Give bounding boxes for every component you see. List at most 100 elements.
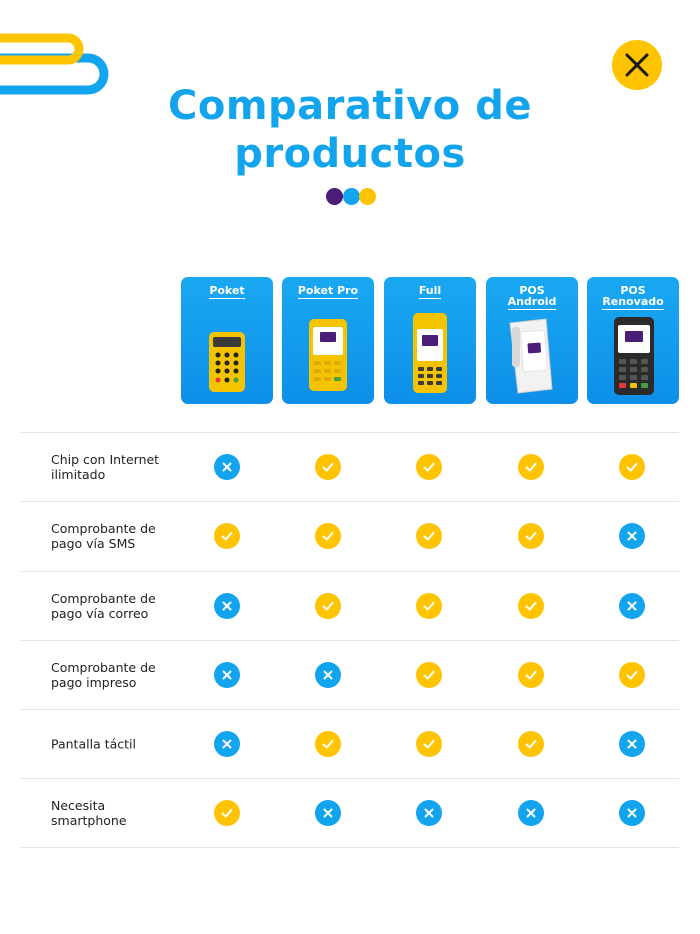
page-title-line1: Comparativo de [168,83,532,129]
check-icon [322,740,334,749]
check-icon [221,532,233,541]
available-mark [518,523,544,550]
product-name: Poket [209,284,245,299]
check-icon [322,462,334,472]
check-icon [322,532,334,541]
check-icon [423,462,435,472]
purple-dot [326,188,343,205]
check-icon [525,532,537,541]
x-icon [627,601,637,611]
feature-label: Comprobante de pago impreso [51,660,156,691]
unavailable-mark [315,800,341,827]
check-icon [221,808,233,818]
available-mark [315,523,341,550]
product-name-line1: POS [519,284,545,297]
page-title-line2: productos [234,131,466,177]
available-mark [214,523,240,550]
available-mark [315,454,341,481]
unavailable-mark [619,800,645,827]
full-device-image [413,313,447,393]
x-icon [627,531,637,541]
unavailable-mark [214,731,240,758]
feature-row: Comprobante de pago vía correo [21,570,679,640]
unavailable-mark [619,523,645,550]
blue-dot [343,188,360,205]
check-icon [525,740,537,749]
x-icon [627,739,637,749]
x-icon [424,808,434,818]
available-mark [416,592,442,619]
available-mark [619,662,645,689]
product-name: Full [418,284,442,299]
x-icon [222,462,232,472]
check-icon [525,601,537,611]
unavailable-mark [315,662,341,689]
available-mark [315,731,341,758]
unavailable-mark [619,731,645,758]
x-icon [222,670,232,680]
product-card-poket[interactable]: Poket [181,277,273,404]
poket-device-image [209,332,245,392]
check-icon [423,532,435,541]
check-icon [322,601,334,611]
decorative-dots [326,188,378,206]
check-icon [423,601,435,611]
available-mark [619,454,645,481]
comparison-table: Chip con Internet ilimitado Comprobante d… [21,432,679,848]
product-card-pos-renovado[interactable]: POS Renovado [587,277,679,404]
available-mark [416,523,442,550]
close-button[interactable] [612,40,662,90]
available-mark [518,454,544,481]
check-icon [525,462,537,472]
x-icon [222,739,232,749]
feature-row: Chip con Internet ilimitado [21,432,679,501]
product-name: Poket Pro [297,284,359,299]
product-card-full[interactable]: Full [384,277,476,404]
feature-label: Pantalla táctil [51,736,136,752]
check-icon [423,740,435,749]
available-mark [518,731,544,758]
available-mark [214,800,240,827]
x-icon [526,808,536,818]
page-title: Comparativo de productos [0,82,700,178]
x-icon [323,670,333,680]
product-card-pos-android[interactable]: POS Android [486,277,578,404]
pos-android-device-image [509,318,553,394]
unavailable-mark [214,662,240,689]
unavailable-mark [214,592,240,619]
feature-label: Comprobante de pago vía SMS [51,521,156,552]
available-mark [315,592,341,619]
feature-label: Comprobante de pago vía correo [51,590,156,621]
unavailable-mark [518,800,544,827]
feature-row: Necesita smartphone [21,778,679,848]
feature-row: Comprobante de pago vía SMS [21,501,679,570]
product-cards: Poket Poket Pro Full [181,277,679,405]
check-icon [626,670,638,680]
available-mark [518,592,544,619]
close-icon [625,53,649,77]
x-icon [627,808,637,818]
yellow-dot [359,188,376,205]
x-icon [323,808,333,818]
product-name-line2: Renovado [602,295,664,310]
check-icon [525,670,537,680]
check-icon [626,462,638,472]
feature-row: Comprobante de pago impreso [21,639,679,709]
unavailable-mark [214,454,240,481]
available-mark [416,662,442,689]
product-name-line2: Android [507,295,557,310]
unavailable-mark [416,800,442,827]
available-mark [416,731,442,758]
unavailable-mark [619,592,645,619]
available-mark [416,454,442,481]
poket-pro-device-image [309,319,347,391]
check-icon [423,670,435,680]
product-card-poket-pro[interactable]: Poket Pro [282,277,374,404]
product-name-line1: POS [620,284,646,297]
brand-swoosh-decoration [0,33,109,95]
available-mark [518,662,544,689]
feature-label: Necesita smartphone [51,798,127,829]
pos-renovado-device-image [614,317,654,395]
feature-label: Chip con Internet ilimitado [51,452,160,483]
x-icon [222,601,232,611]
